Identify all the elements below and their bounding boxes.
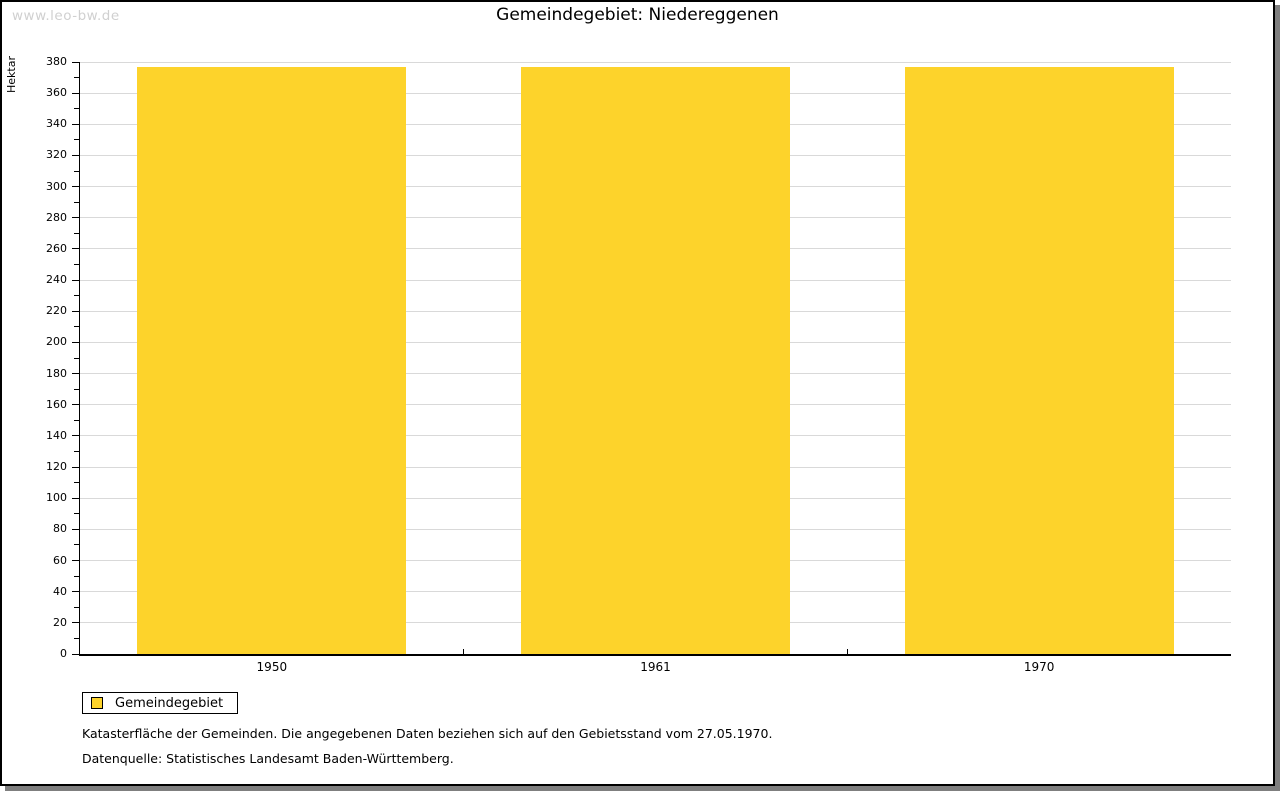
y-axis-tick bbox=[72, 154, 79, 156]
y-axis-tick bbox=[74, 637, 79, 639]
y-axis-tick bbox=[72, 279, 79, 281]
x-axis-label: 1950 bbox=[256, 660, 288, 674]
bar-1970 bbox=[904, 66, 1174, 654]
y-axis-tick bbox=[72, 591, 79, 593]
y-axis-tick bbox=[72, 373, 79, 375]
y-axis-tick bbox=[72, 622, 79, 624]
y-axis-tick bbox=[74, 482, 79, 484]
y-axis-tick bbox=[72, 560, 79, 562]
y-axis-tick-label: 160 bbox=[46, 397, 67, 411]
y-axis-tick bbox=[72, 123, 79, 125]
legend-swatch bbox=[91, 697, 103, 709]
y-axis-tick bbox=[74, 295, 79, 297]
y-axis-tick bbox=[72, 466, 79, 468]
y-axis-tick-label: 180 bbox=[46, 366, 67, 380]
gridline bbox=[80, 61, 1231, 63]
y-axis-title: Hektar bbox=[5, 56, 18, 93]
y-axis-tick-label: 220 bbox=[46, 304, 67, 318]
y-axis-tick bbox=[74, 264, 79, 266]
y-axis-tick bbox=[72, 92, 79, 94]
x-axis-label: 1970 bbox=[1023, 660, 1055, 674]
y-axis-tick bbox=[74, 575, 79, 577]
watermark: www.leo-bw.de bbox=[12, 8, 120, 24]
y-axis-tick-label: 120 bbox=[46, 460, 67, 474]
y-axis-tick-label: 360 bbox=[46, 86, 67, 100]
bar-1950 bbox=[137, 66, 407, 654]
y-axis-tick bbox=[74, 170, 79, 172]
x-axis-tick bbox=[846, 649, 848, 654]
y-axis-tick bbox=[74, 108, 79, 110]
y-axis-tick-label: 40 bbox=[53, 584, 67, 598]
y-axis-tick bbox=[72, 186, 79, 188]
y-axis-tick-label: 100 bbox=[46, 491, 67, 505]
x-axis-tick bbox=[463, 649, 465, 654]
legend: Gemeindegebiet bbox=[82, 692, 239, 714]
y-axis-tick bbox=[74, 201, 79, 203]
y-axis-tick-label: 240 bbox=[46, 273, 67, 287]
y-axis-tick bbox=[74, 450, 79, 452]
y-axis-tick bbox=[74, 77, 79, 79]
legend-label: Gemeindegebiet bbox=[115, 695, 224, 711]
y-axis-tick-label: 200 bbox=[46, 335, 67, 349]
source-note: Datenquelle: Statistisches Landesamt Bad… bbox=[82, 751, 454, 766]
footnote: Katasterfläche der Gemeinden. Die angege… bbox=[82, 726, 773, 741]
y-axis-tick bbox=[72, 404, 79, 406]
y-axis-tick bbox=[74, 388, 79, 390]
y-axis-tick-label: 340 bbox=[46, 117, 67, 131]
y-axis-tick bbox=[74, 544, 79, 546]
y-axis-tick bbox=[72, 248, 79, 250]
y-axis-tick bbox=[74, 419, 79, 421]
y-axis-tick bbox=[72, 341, 79, 343]
bar-1961 bbox=[521, 66, 790, 654]
y-axis-tick bbox=[74, 513, 79, 515]
y-axis-tick bbox=[72, 310, 79, 312]
x-axis-label: 1961 bbox=[640, 660, 671, 674]
chart-title: Gemeindegebiet: Niedereggenen bbox=[496, 5, 779, 25]
plot-area: 0 20 40 60 80 100 120 140 160 180 200 220 240 260 280 3… bbox=[46, 55, 1231, 674]
y-axis-tick bbox=[74, 606, 79, 608]
y-axis-tick bbox=[72, 435, 79, 437]
y-axis-tick bbox=[74, 139, 79, 141]
y-axis-tick bbox=[74, 326, 79, 328]
y-axis-tick-label: 300 bbox=[46, 179, 67, 193]
y-axis-tick-label: 60 bbox=[53, 553, 67, 567]
y-axis-tick-label: 380 bbox=[46, 55, 67, 68]
y-axis-tick bbox=[74, 357, 79, 359]
y-axis-tick-label: 320 bbox=[46, 148, 67, 162]
y-axis-tick-label: 20 bbox=[53, 615, 67, 629]
y-axis-tick bbox=[72, 653, 79, 655]
y-axis-tick bbox=[72, 497, 79, 499]
y-axis-tick bbox=[74, 232, 79, 234]
y-axis-tick-label: 0 bbox=[60, 647, 67, 660]
y-axis-tick-label: 280 bbox=[46, 210, 67, 224]
y-axis-tick bbox=[72, 528, 79, 530]
y-axis-tick-label: 260 bbox=[46, 241, 67, 255]
y-axis-tick bbox=[72, 217, 79, 219]
y-axis-tick-label: 140 bbox=[46, 428, 67, 442]
y-axis-tick bbox=[72, 61, 79, 63]
y-axis-tick-label: 80 bbox=[53, 522, 67, 536]
